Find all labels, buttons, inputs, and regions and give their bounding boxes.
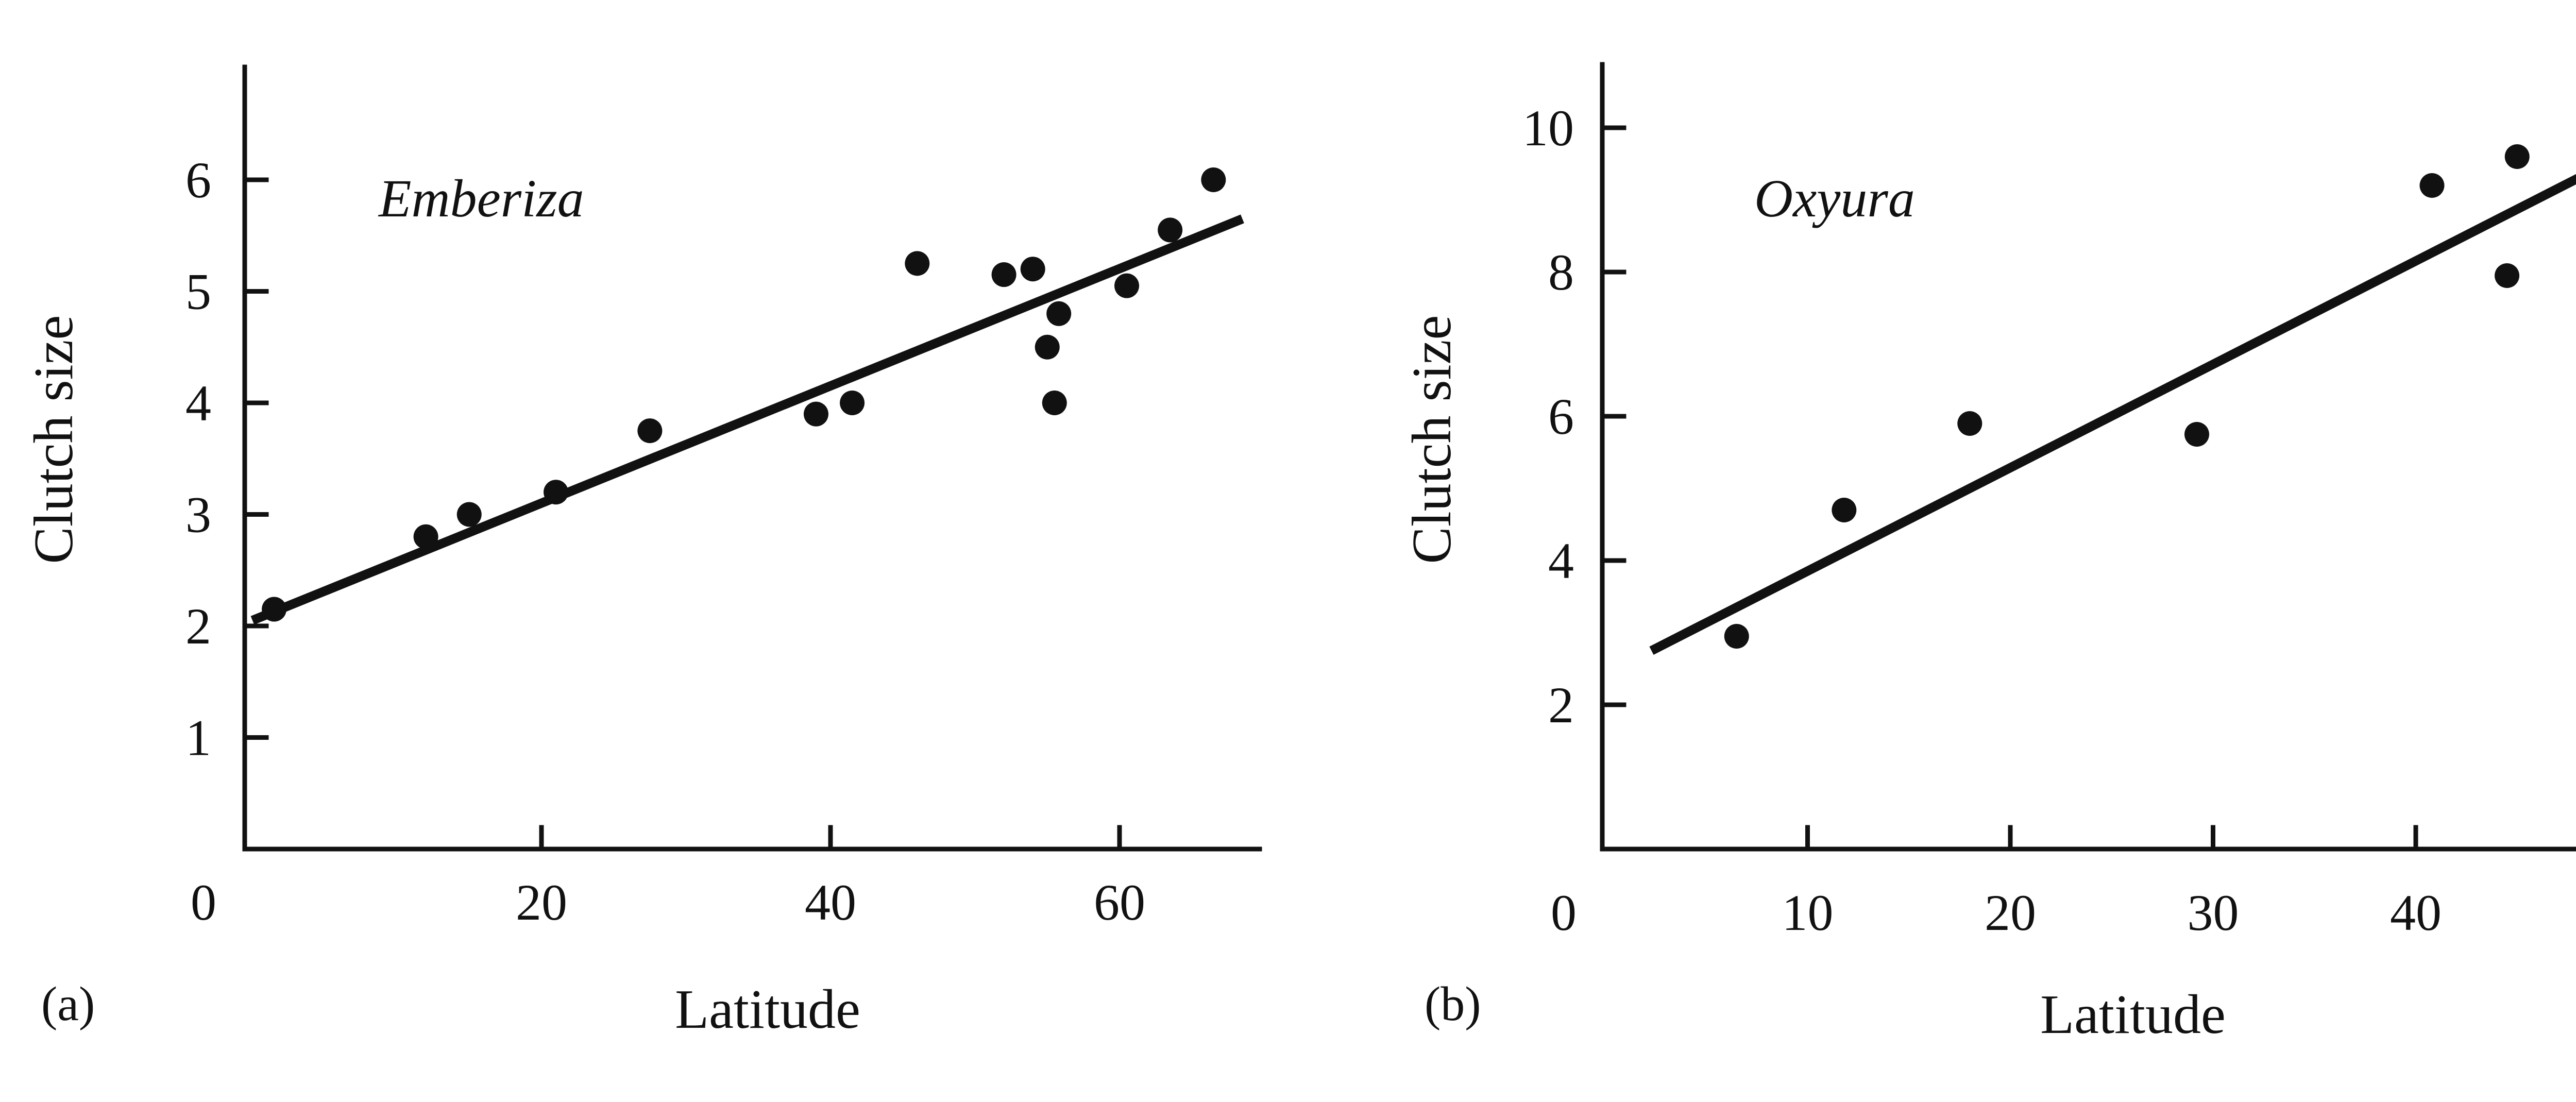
panel-b-data-point — [1724, 624, 1749, 649]
panel-a-data-point — [1046, 301, 1072, 326]
panel-b-letter: (b) — [1425, 977, 1481, 1031]
panel-b-y-tick-label: 4 — [1548, 532, 1574, 589]
panel-b-x-axis-label: Latitude — [2040, 984, 2226, 1045]
panel-a-x-tick-label: 60 — [1094, 874, 1145, 931]
panel-b-origin-label: 0 — [1551, 884, 1577, 941]
panel-a-data-point — [1201, 167, 1226, 192]
panel-b-x-tick-label: 10 — [1782, 884, 1834, 941]
panel-b-x-tick-label: 20 — [1985, 884, 2036, 941]
panel-a-y-tick-label: 3 — [185, 486, 211, 544]
panel-a-data-point — [1042, 391, 1067, 415]
panel-b-fit-line — [1649, 174, 2576, 655]
panel-a-data-point — [905, 251, 930, 276]
panel-b-data-point — [1832, 498, 1857, 522]
panel-a-emberiza: Emberiza 0 Latitude Clutch size (a) 20 40… — [23, 64, 1262, 1040]
panel-b-y-tick-label: 6 — [1548, 388, 1574, 445]
panel-a-data-point — [840, 391, 865, 415]
panel-a-y-tick-label: 4 — [185, 375, 211, 432]
panel-b-x-tick-label: 40 — [2390, 884, 2442, 941]
panel-b-y-tick-label: 10 — [1522, 99, 1574, 157]
panel-a-y-tick-label: 1 — [185, 709, 211, 767]
panel-a-origin-label: 0 — [191, 874, 216, 931]
panel-a-data-point — [1158, 217, 1183, 243]
panel-a-x-tick-label: 40 — [805, 874, 856, 931]
panel-b-title: Oxyura — [1754, 169, 1915, 228]
panel-a-data-point — [1114, 273, 1140, 298]
panel-b-y-tick-label: 2 — [1548, 676, 1574, 734]
panel-b-oxyura: Oxyura 0 Latitude Clutch size (b) 10 20 30… — [1401, 62, 2576, 1045]
panel-a-letter: (a) — [41, 977, 95, 1031]
panel-a-data-point — [544, 480, 569, 505]
panel-b-x-tick-label: 30 — [2188, 884, 2239, 941]
panel-a-y-tick-label: 2 — [185, 598, 211, 655]
panel-a-y-axis-label: Clutch size — [23, 315, 84, 564]
panel-a-title: Emberiza — [378, 169, 584, 228]
panel-b-data-point — [2495, 263, 2520, 288]
panel-a-data-point — [413, 524, 438, 549]
panel-a-data-point — [1035, 334, 1060, 360]
panel-a-y-tick-label: 5 — [185, 263, 211, 320]
panel-b-data-point — [2504, 144, 2530, 169]
panel-a-data-point — [991, 262, 1016, 287]
panel-a-data-point — [1020, 257, 1045, 282]
panel-a-x-axis-label: Latitude — [675, 979, 860, 1040]
panel-a-data-point — [803, 401, 828, 427]
panel-b-y-tick-label: 8 — [1548, 244, 1574, 301]
panel-b-y-axis-label: Clutch size — [1401, 315, 1463, 564]
panel-b-data-point — [2184, 422, 2210, 447]
panel-b-data-point — [2419, 173, 2445, 198]
panel-a-fit-line — [250, 214, 1244, 625]
panel-a-data-point — [456, 502, 482, 527]
panel-a-data-point — [637, 418, 663, 444]
panel-a-x-tick-label: 20 — [516, 874, 567, 931]
panel-b-data-point — [1957, 411, 1982, 436]
panel-a-data-point — [262, 597, 287, 622]
panel-a-y-tick-label: 6 — [185, 151, 211, 209]
